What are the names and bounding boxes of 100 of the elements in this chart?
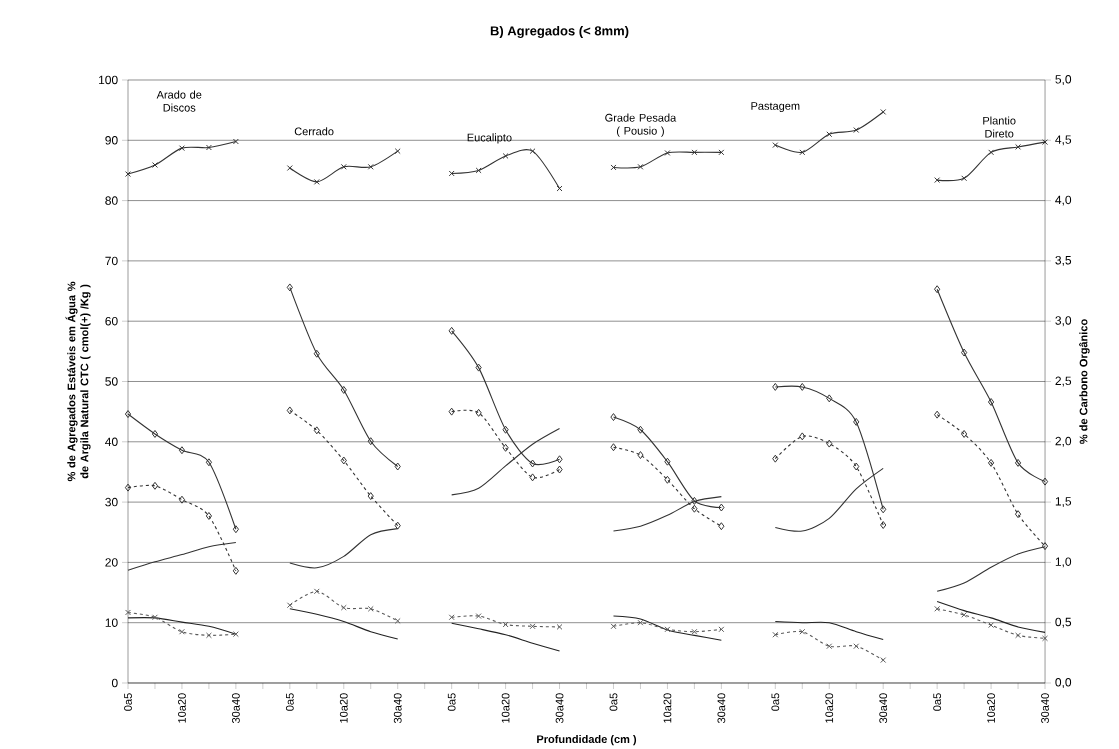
y-tick-label: 30 [105,497,118,507]
x-tick-label: 10a20 [501,693,510,723]
point [691,149,698,156]
point [367,605,374,612]
y-tick-label: 90 [105,136,118,145]
point [610,164,617,171]
point [826,439,833,448]
point [880,109,887,115]
point [178,628,185,635]
point [394,462,401,471]
point [340,386,347,394]
point [448,407,455,416]
point [772,631,779,638]
point [610,413,617,422]
point [960,430,968,438]
point [475,613,482,620]
point [529,148,536,155]
point [691,628,698,635]
point [637,451,644,460]
point [637,619,644,626]
point [934,605,941,612]
point [718,522,725,531]
point [853,643,860,650]
point [799,628,806,635]
point [367,437,374,446]
x-tick-label: 30a40 [231,693,240,724]
point [772,454,779,463]
x-tick-label: 30a40 [393,693,402,724]
point [178,446,186,455]
x-tick-label: 10a20 [178,693,186,723]
point [799,149,806,156]
point [880,657,887,664]
point [664,150,671,156]
point [988,149,995,156]
point [826,643,833,650]
point [448,326,455,335]
point [286,283,293,292]
point [1014,510,1022,519]
y2-axis-title: % de Carbono Orgânico [1079,319,1090,444]
point [880,521,887,530]
y-tick-label: 40 [105,437,118,447]
point [394,617,401,624]
y2-tick-label: 2,5 [1055,376,1072,387]
point [448,614,455,621]
point [124,483,132,492]
point [799,382,806,391]
point [961,175,968,182]
point [313,178,320,185]
x-tick-label: 10a20 [339,693,348,723]
annotation: Eucalipto [467,133,512,144]
y-tick-label: 70 [105,256,118,266]
point [853,462,860,471]
annotation: Arado de Discos [156,90,202,112]
x-tick-label: 0a5 [771,693,780,711]
point [313,426,320,435]
x-tick-label: 10a20 [663,693,672,723]
point [367,163,374,170]
point [313,588,320,595]
x-axis-title: Profundidade (cm ) [537,735,637,746]
point [286,406,293,415]
point [502,621,509,628]
x-tick-label: 0a5 [285,693,294,711]
point [826,131,833,138]
point [529,473,536,482]
point [960,348,968,357]
y-tick-label: 10 [105,618,118,627]
point [205,144,212,151]
point [394,148,401,155]
point [556,465,563,474]
point [502,443,509,452]
point [987,458,995,467]
x-tick-label: 10a20 [825,693,834,723]
point [205,632,212,639]
point [286,602,293,609]
point [664,475,671,484]
point [475,363,482,372]
point [826,394,833,403]
y2-tick-label: 4,0 [1055,195,1072,206]
point [1014,458,1022,467]
y-tick-label: 100 [99,75,118,85]
point [232,566,239,575]
point [718,626,725,633]
y2-tick-label: 0,0 [1055,678,1072,688]
point [232,631,239,638]
point [556,624,563,630]
point [340,456,347,465]
point [610,623,617,630]
y-tick-label: 60 [105,316,118,326]
point [125,609,131,616]
point [772,382,779,391]
point [853,127,860,134]
point [124,410,132,419]
point [718,503,725,512]
point [664,457,671,466]
x-tick-label: 10a20 [987,693,995,723]
x-tick-label: 0a5 [447,693,456,711]
x-tick-label: 0a5 [609,693,618,711]
annotation: Cerrado [294,127,334,136]
point [934,285,941,294]
point [799,432,806,441]
